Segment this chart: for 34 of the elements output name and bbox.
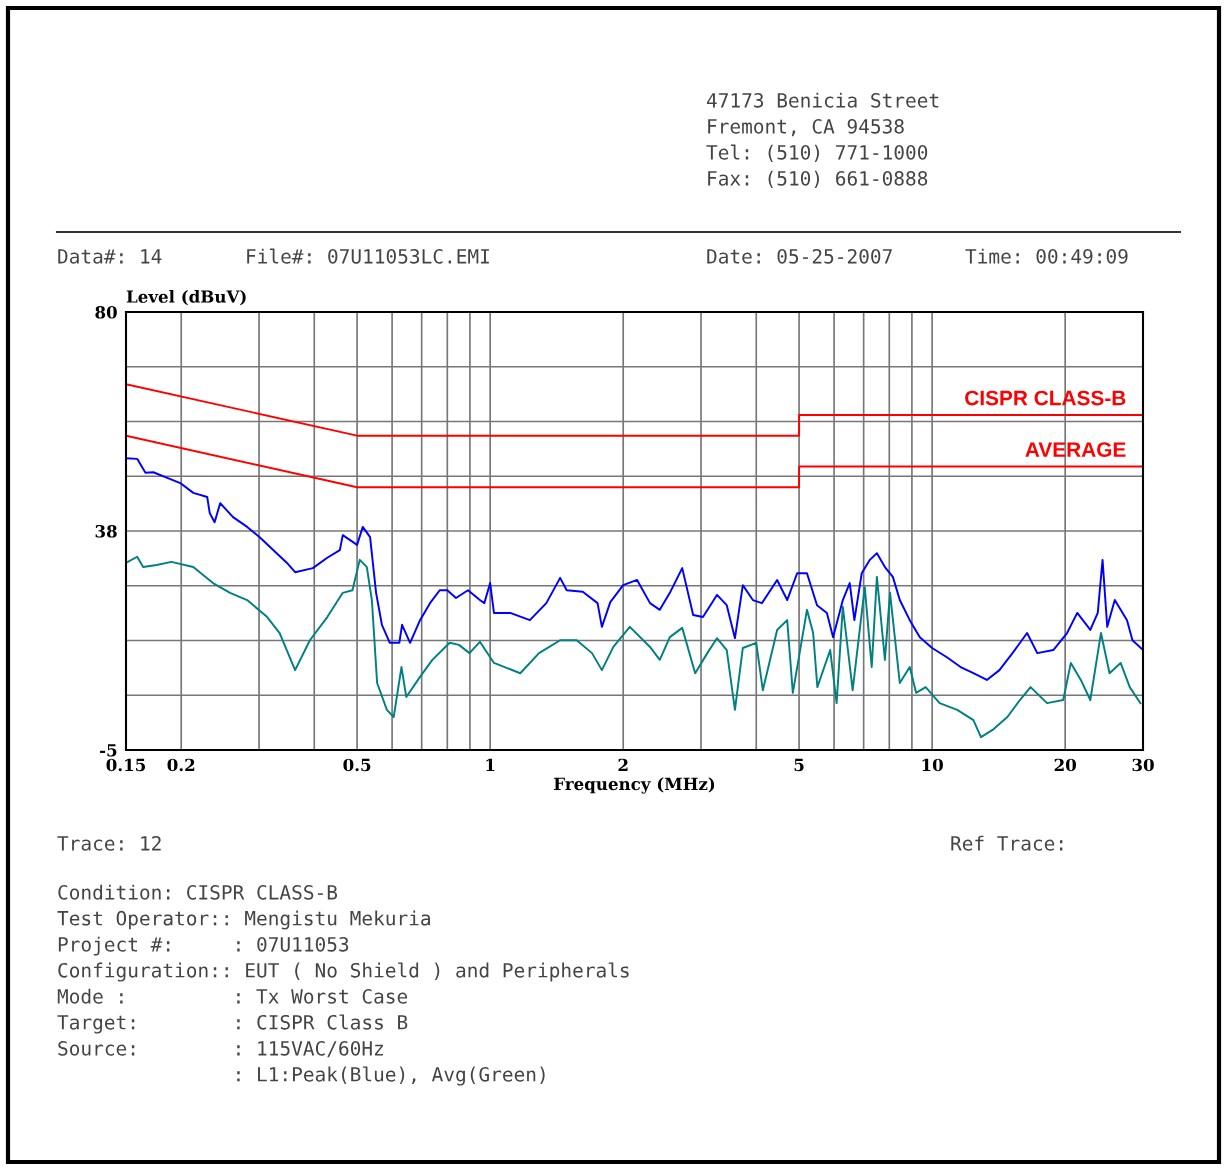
y-tick-label: 80 (95, 305, 117, 319)
x-tick-label: 1 (486, 758, 495, 771)
x-tick-label: 0.5 (343, 758, 371, 772)
text: Data#: 14 (58, 249, 162, 264)
x-axis-title: Frequency (MHz) (554, 777, 715, 794)
x-tick-label: 5 (794, 758, 804, 772)
text: Test Operator:: Mengistu Mekuria (57, 910, 430, 930)
y-tick-label: -5 (100, 744, 117, 757)
x-tick-label: 2 (618, 758, 628, 771)
x-tick-label: 30 (1132, 758, 1154, 772)
series-label: AVERAGE (1025, 442, 1126, 457)
text: Date: 05-25-2007 (707, 248, 892, 264)
x-tick-label: 0.2 (167, 758, 195, 772)
x-tick-label: 20 (1054, 758, 1076, 772)
source-note: Source: : 115VAC/60Hz (58, 1040, 383, 1058)
x-tick-label: 0.15 (106, 758, 146, 772)
text: Trace: 12 (57, 835, 161, 851)
y-tick-label: 38 (95, 524, 117, 538)
series-label: CISPR CLASS-B (965, 390, 1126, 406)
text: : L1:Peak(Blue), Avg(Green) (237, 1066, 545, 1086)
y-axis-title: Level (dBuV) (126, 289, 246, 306)
text: File#: 07U11053LC.EMI (247, 248, 489, 264)
text: Time: 00:49:09 (965, 248, 1128, 264)
text: Fremont, CA 94538 (708, 118, 904, 137)
text: 47173 Benicia Street (706, 92, 939, 108)
text: Project #: : 07U11053 (58, 936, 349, 956)
text: Tel: (510) 771-1000 (706, 144, 928, 162)
text: Mode : : Tx Worst Case (57, 988, 408, 1004)
x-tick-label: 10 (922, 758, 943, 772)
text: Fax: (510) 661-0888 (708, 170, 928, 188)
text: Target: : CISPR Class B (57, 1014, 408, 1034)
text: Ref Trace: (951, 835, 1063, 851)
text: Configuration:: EUT ( No Shield ) and Peripherals (58, 962, 629, 982)
text: Condition: CISPR CLASS-B (58, 884, 338, 900)
